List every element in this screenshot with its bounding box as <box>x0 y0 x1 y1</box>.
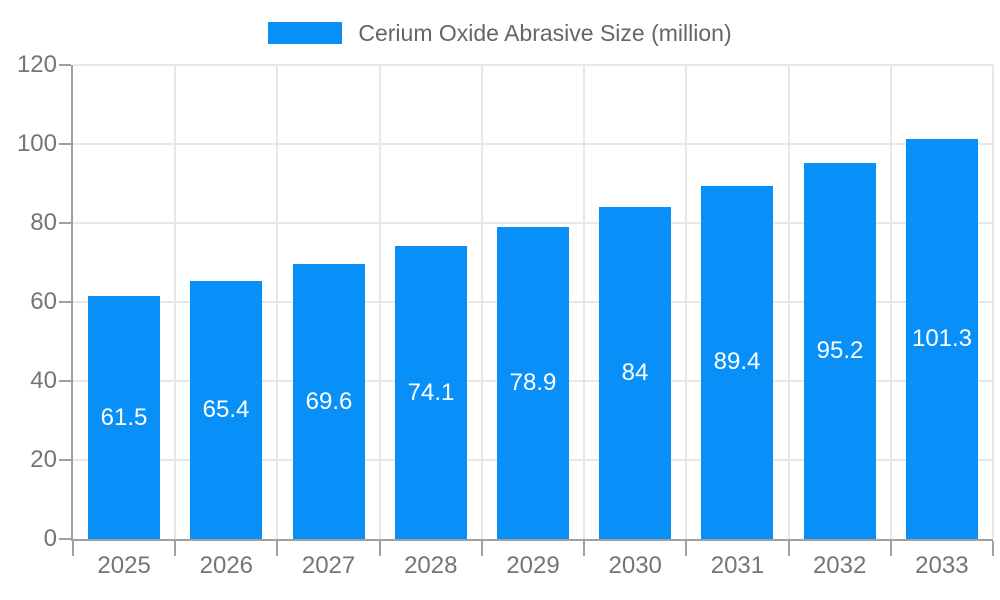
x-tick-label: 2028 <box>404 552 458 579</box>
x-grid-line <box>992 65 994 539</box>
y-tick-label: 0 <box>43 525 57 552</box>
legend-label: Cerium Oxide Abrasive Size (million) <box>358 20 732 46</box>
y-tick-label: 20 <box>30 446 57 473</box>
y-axis-tick <box>59 301 71 303</box>
bar-value-label: 74.1 <box>407 378 455 406</box>
bar[interactable]: 95.2 <box>804 163 876 539</box>
x-axis-tick <box>685 541 688 556</box>
y-axis-tick <box>59 380 71 382</box>
x-grid-line <box>787 65 790 539</box>
x-axis-line <box>71 539 993 541</box>
x-grid-line <box>685 65 688 539</box>
chart-legend[interactable]: Cerium Oxide Abrasive Size (million) <box>0 19 1000 47</box>
y-axis-tick <box>59 538 71 540</box>
x-tick-label: 2029 <box>506 552 560 579</box>
bar[interactable]: 89.4 <box>701 185 773 539</box>
bar[interactable]: 69.6 <box>293 264 365 539</box>
x-axis-tick <box>276 541 279 556</box>
plot-area: 61.5 65.4 69.6 74.1 78.9 84 89.4 95.2 101.3 <box>59 64 994 556</box>
x-grid-line <box>378 65 381 539</box>
x-axis-tick <box>583 541 586 556</box>
y-axis-tick <box>59 459 71 461</box>
bar-value-label: 89.4 <box>713 348 761 376</box>
bar[interactable]: 65.4 <box>190 280 262 539</box>
bar-value-label: 78.9 <box>509 369 557 397</box>
y-axis-tick <box>59 222 71 224</box>
bar-value-label: 65.4 <box>202 395 250 423</box>
x-grid-line <box>174 65 177 539</box>
y-axis-line <box>71 65 73 539</box>
bar-value-label: 69.6 <box>305 387 353 415</box>
x-grid-line <box>276 65 279 539</box>
y-tick-label: 40 <box>30 367 57 394</box>
bar[interactable]: 84 <box>599 207 671 539</box>
bar-value-label: 84 <box>621 359 649 387</box>
y-axis-tick <box>59 64 71 66</box>
x-axis-tick <box>992 541 994 556</box>
y-tick-label: 100 <box>16 130 57 157</box>
bar-value-label: 61.5 <box>100 403 148 431</box>
legend-swatch <box>268 22 343 44</box>
bar[interactable]: 61.5 <box>88 296 160 539</box>
y-grid-line <box>73 64 993 66</box>
x-axis-tick <box>72 541 74 556</box>
x-axis-tick <box>174 541 177 556</box>
x-grid-line <box>583 65 586 539</box>
y-grid-line <box>73 222 993 224</box>
bar[interactable]: 74.1 <box>395 246 467 539</box>
bar-value-label: 95.2 <box>816 337 864 364</box>
x-grid-line <box>480 65 483 539</box>
bar[interactable]: 78.9 <box>497 227 569 539</box>
bar[interactable]: 101.3 <box>906 138 978 539</box>
x-tick-label: 2032 <box>812 552 867 579</box>
x-axis-tick <box>787 541 790 556</box>
x-axis-tick <box>480 541 483 556</box>
x-tick-label: 2033 <box>915 552 969 579</box>
y-axis-tick <box>59 143 71 145</box>
y-tick-label: 120 <box>16 51 57 78</box>
x-tick-label: 2025 <box>97 552 151 579</box>
bar-value-label: 101.3 <box>911 324 973 352</box>
x-tick-label: 2027 <box>301 552 356 579</box>
x-tick-label: 2030 <box>608 552 662 579</box>
y-grid-line <box>73 143 993 145</box>
y-tick-label: 80 <box>30 209 57 236</box>
x-tick-label: 2031 <box>710 552 765 579</box>
x-axis-tick <box>378 541 381 556</box>
x-grid-line <box>889 65 892 539</box>
x-tick-label: 2026 <box>199 552 254 579</box>
x-axis-tick <box>889 541 892 556</box>
y-tick-label: 60 <box>30 288 57 315</box>
